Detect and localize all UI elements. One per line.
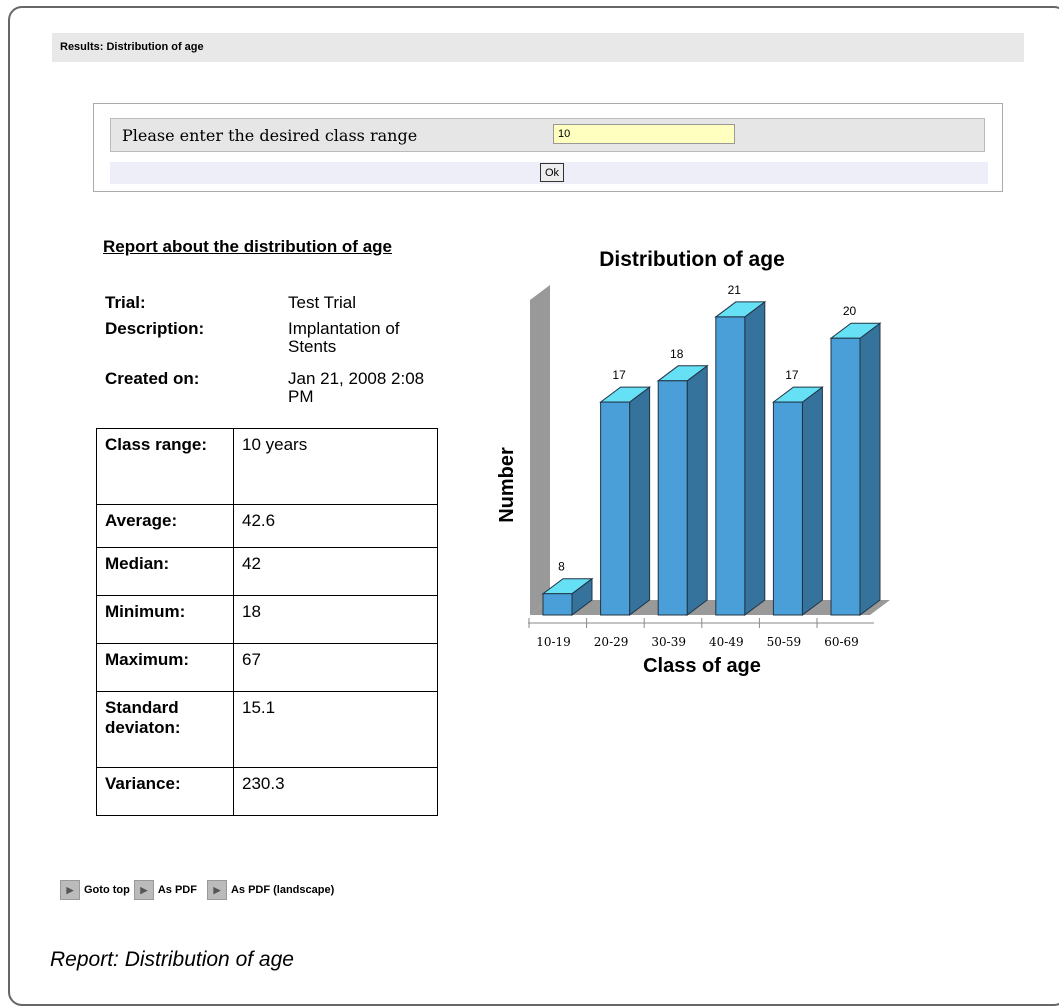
- caption: Report: Distribution of age: [50, 948, 294, 971]
- value-label: 17: [785, 368, 799, 382]
- x-tick-label: 50-59: [767, 635, 802, 649]
- link[interactable]: As PDF (landscape): [230, 884, 335, 896]
- cell-value: 42: [233, 547, 438, 596]
- cell-label: Variance:: [96, 767, 234, 816]
- arrow-icon[interactable]: ▶: [206, 880, 227, 900]
- cell-label: Median:: [96, 547, 234, 596]
- info-value: Jan 21, 2008 2:08 PM: [288, 369, 425, 406]
- cell-label: Minimum:: [96, 595, 234, 644]
- x-tick-label: 10-19: [536, 635, 571, 649]
- value-label: 8: [558, 560, 565, 574]
- cell-value: 230.3: [233, 767, 438, 816]
- form-box: [93, 103, 1003, 192]
- header: Results: Distribution of age: [52, 33, 1024, 62]
- table-row: Median: 42: [96, 547, 438, 596]
- link[interactable]: Goto top: [84, 884, 130, 896]
- cell-value: 42.6: [233, 504, 438, 548]
- bar: [657, 380, 688, 616]
- cell-value: 10 years: [233, 428, 438, 505]
- cell-label: Standard deviaton:: [96, 691, 234, 768]
- bar-side: [744, 300, 766, 616]
- bar-side: [801, 386, 823, 616]
- x-tick-label: 60-69: [824, 635, 859, 649]
- info-label: Description:: [105, 319, 205, 338]
- cell-value: 18: [233, 595, 438, 644]
- bar: [715, 316, 746, 616]
- info-value: Test Trial: [288, 293, 357, 312]
- info-label: Created on:: [105, 369, 200, 388]
- value-label: 17: [612, 368, 626, 382]
- report-title: Report about the distribution of age: [103, 237, 392, 256]
- value-label: 18: [670, 347, 684, 361]
- table-row: Class range: 10 years: [96, 428, 438, 505]
- bar: [830, 337, 861, 616]
- value-label: 20: [843, 304, 857, 318]
- bar: [542, 593, 573, 616]
- bar: [600, 401, 631, 616]
- bar-side: [859, 322, 881, 616]
- class-range-input[interactable]: 10: [553, 124, 735, 144]
- bar: [772, 401, 803, 616]
- cell-label: Class range:: [96, 428, 234, 505]
- links: ▶ Goto top ▶ As PDF ▶ As PDF (landscape): [60, 880, 334, 900]
- x-tick-label: 30-39: [651, 635, 686, 649]
- stats-table: Class range: 10 years Average: 42.6 Median: 4…: [96, 428, 438, 816]
- form-row: [110, 118, 985, 152]
- chart: Distribution of age Class of age Number 10-…: [496, 248, 890, 677]
- link[interactable]: As PDF: [157, 884, 197, 896]
- x-axis-title: Class of age: [643, 655, 761, 677]
- info-value: Implantation of Stents: [288, 319, 400, 356]
- ok-button[interactable]: Ok: [540, 163, 564, 182]
- arrow-icon[interactable]: ▶: [133, 880, 154, 900]
- table-row: Variance: 230.3: [96, 767, 438, 816]
- bar-side: [629, 386, 651, 616]
- cell-label: Maximum:: [96, 643, 234, 692]
- table-row: Standard deviaton: 15.1: [96, 691, 438, 768]
- table-row: Minimum: 18: [96, 595, 438, 644]
- cell-label: Average:: [96, 504, 234, 548]
- x-tick-label: 20-29: [594, 635, 629, 649]
- cell-value: 15.1: [233, 691, 438, 768]
- table-row: Maximum: 67: [96, 643, 438, 692]
- x-tick-label: 40-49: [709, 635, 744, 649]
- form-label: Please enter the desired class range: [122, 126, 418, 145]
- chart-title: Distribution of age: [599, 248, 785, 271]
- table-row: Average: 42.6: [96, 504, 438, 548]
- y-axis-title: Number: [496, 447, 518, 523]
- cell-value: 67: [233, 643, 438, 692]
- chart-wall: [530, 285, 550, 615]
- info-label: Trial:: [105, 293, 146, 312]
- value-label: 21: [728, 283, 742, 297]
- arrow-icon[interactable]: ▶: [60, 880, 80, 900]
- bar-side: [686, 364, 708, 616]
